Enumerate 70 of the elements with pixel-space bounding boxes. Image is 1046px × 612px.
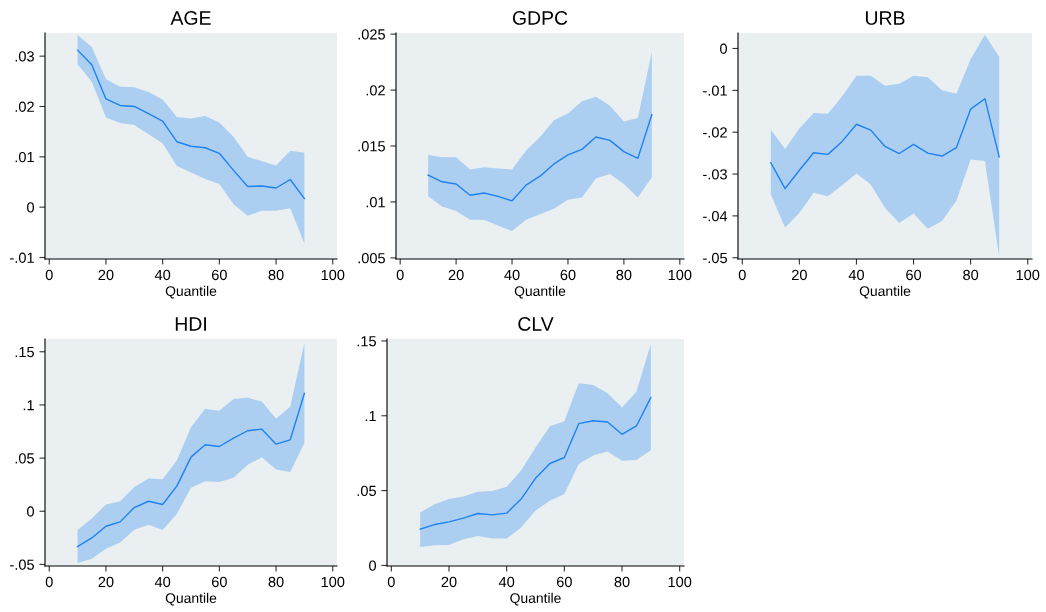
x-tick-label: 60 <box>560 269 576 281</box>
x-tick-label: 0 <box>387 576 395 588</box>
y-tick-label: -.03 <box>703 169 727 180</box>
x-axis-title: Quantile <box>510 592 561 606</box>
y-tick-label: .05 <box>15 453 34 464</box>
line-series <box>76 49 306 200</box>
x-tick-label: 80 <box>614 576 630 588</box>
x-axis-title: Quantile <box>165 285 217 299</box>
y-tick-label: .15 <box>15 347 34 358</box>
x-tick-label: 80 <box>963 269 979 281</box>
y-tick-label: -.05 <box>10 559 34 570</box>
x-tick-label: 0 <box>45 269 53 281</box>
y-tick-label: .1 <box>365 411 376 422</box>
chart-title: HDI <box>175 317 206 331</box>
y-tick-label: .02 <box>366 85 385 96</box>
y-tick-label: .1 <box>23 400 34 411</box>
x-tick-label: 20 <box>791 269 807 281</box>
chart-title: URB <box>865 11 905 25</box>
y-tick-label: 0 <box>369 560 377 571</box>
y-tick-label: 0 <box>27 202 35 213</box>
line-series <box>419 396 652 530</box>
x-tick-label: 0 <box>738 269 746 281</box>
x-tick-label: 60 <box>556 576 572 588</box>
x-tick-label: 20 <box>98 269 114 281</box>
y-tick-label: -.02 <box>703 127 727 138</box>
x-tick-label: 20 <box>441 576 457 588</box>
x-tick-label: 60 <box>211 269 227 281</box>
x-tick-label: 100 <box>1016 269 1040 281</box>
x-tick-label: 40 <box>848 269 864 281</box>
x-tick-label: 100 <box>321 269 345 281</box>
y-tick-label: -.01 <box>703 85 727 96</box>
line-series <box>770 98 1000 190</box>
y-tick-label: .02 <box>15 101 34 112</box>
y-tick-label: .01 <box>15 151 34 163</box>
y-tick-label: -.05 <box>703 252 727 264</box>
y-tick-label: .005 <box>358 252 385 264</box>
x-tick-label: 80 <box>268 576 284 588</box>
chart-title: GDPC <box>512 11 568 25</box>
y-tick-label: .05 <box>357 485 376 497</box>
x-tick-label: 60 <box>906 269 922 281</box>
x-tick-label: 80 <box>616 269 632 281</box>
y-tick-label: .03 <box>15 51 34 62</box>
x-tick-label: 0 <box>396 269 404 281</box>
chart-title: CLV <box>518 317 554 331</box>
chart-title: AGE <box>170 11 211 25</box>
y-tick-label: .15 <box>357 336 376 347</box>
x-tick-label: 100 <box>668 576 692 588</box>
line-series <box>427 113 653 202</box>
y-tick-label: -.01 <box>10 252 34 263</box>
x-tick-label: 0 <box>45 576 53 588</box>
x-axis-title: Quantile <box>859 285 911 299</box>
x-tick-label: 20 <box>448 269 464 281</box>
y-tick-label: -.04 <box>703 210 728 222</box>
x-tick-label: 40 <box>154 576 171 588</box>
x-tick-label: 100 <box>668 269 692 281</box>
y-tick-label: .01 <box>366 197 385 208</box>
x-tick-label: 40 <box>504 269 520 281</box>
x-tick-label: 100 <box>321 576 345 588</box>
x-axis-title: Quantile <box>165 592 217 606</box>
y-tick-label: .025 <box>358 29 385 40</box>
y-tick-label: 0 <box>720 43 728 54</box>
x-tick-label: 40 <box>154 269 171 281</box>
x-axis-title: Quantile <box>514 285 566 299</box>
line-series <box>76 392 306 548</box>
y-tick-label: 0 <box>27 506 35 517</box>
x-tick-label: 60 <box>211 576 227 588</box>
y-tick-label: .015 <box>358 141 385 152</box>
x-tick-label: 80 <box>268 269 284 281</box>
x-tick-label: 40 <box>498 576 515 588</box>
x-tick-label: 20 <box>98 576 114 588</box>
